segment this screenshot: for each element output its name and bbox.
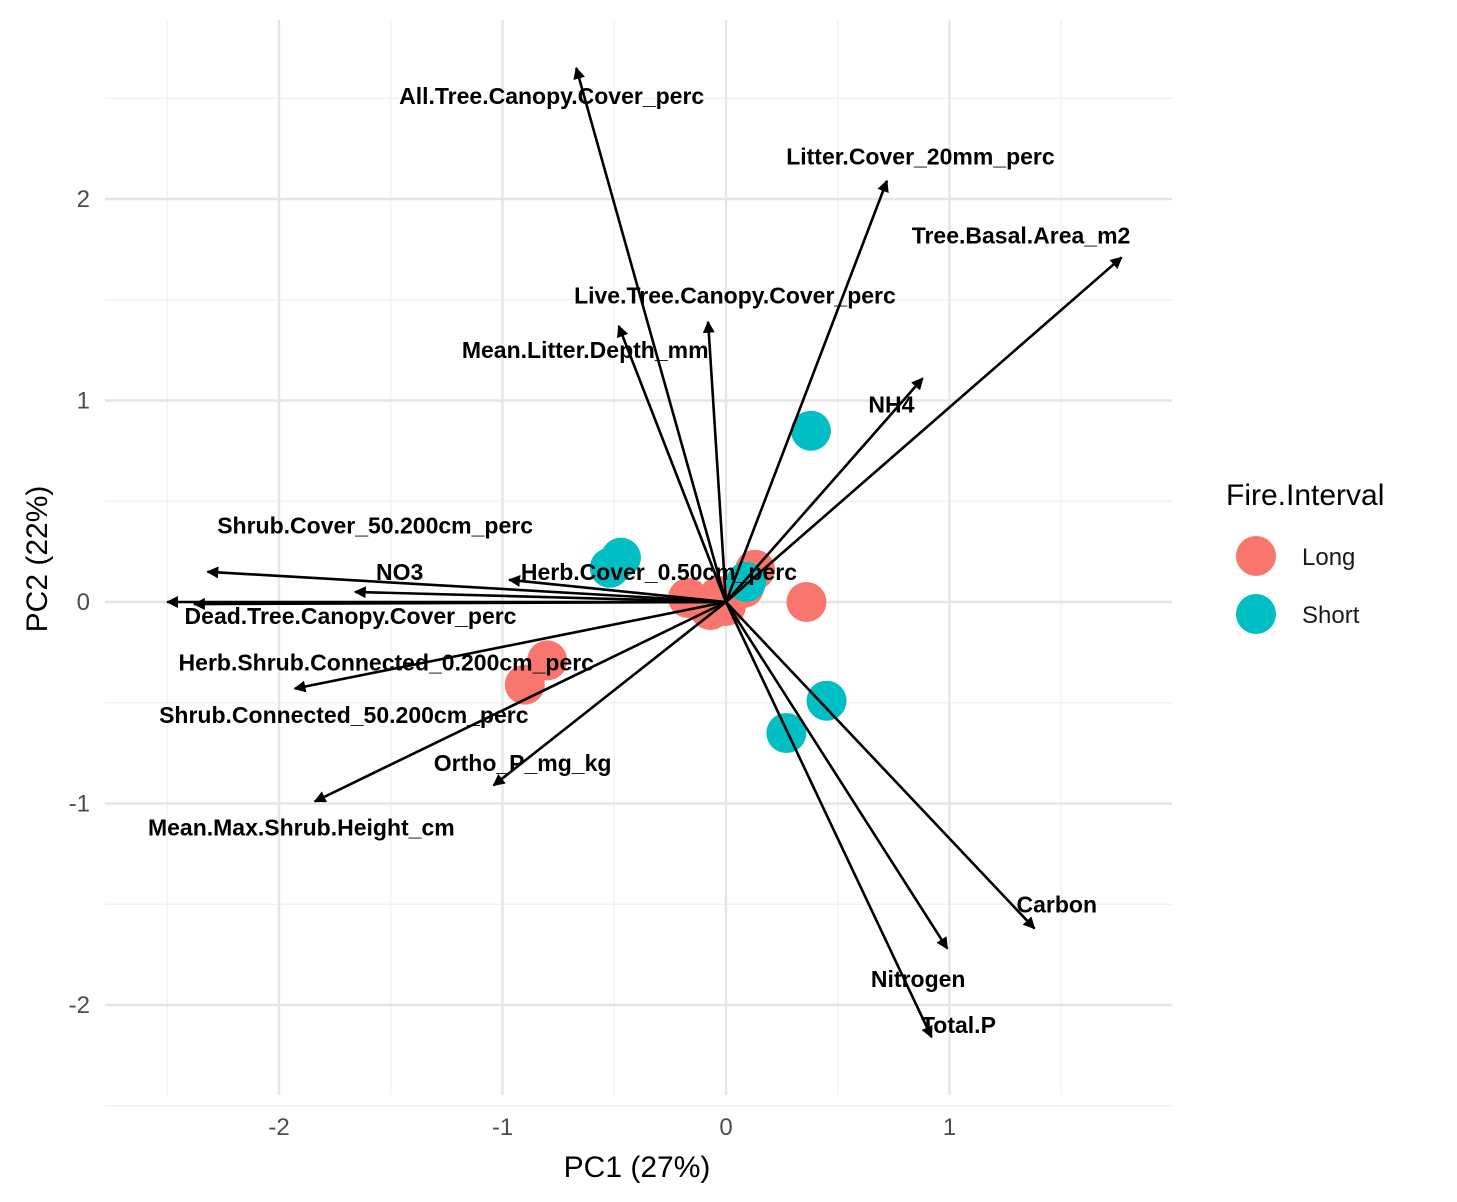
x-tick-label: 0 [719,1114,732,1141]
loading-arrow [206,566,727,604]
loading-label: Shrub.Connected_50.200cm_perc [159,702,529,728]
loading-arrow [313,600,727,803]
loading-label: Herb.Shrub.Connected_0.200cm_perc [179,649,595,675]
score-point-short [589,547,630,588]
x-axis-title: PC1 (27%) [564,1151,711,1184]
loading-label: Herb.Cover_0.50cm_perc [521,559,797,585]
loading-arrow [725,601,1036,930]
loading-label: Carbon [1017,891,1098,917]
y-tick-label: 0 [77,589,90,616]
loading-label: All.Tree.Canopy.Cover_perc [399,83,704,109]
loading-arrow [192,597,727,610]
loading-arrow [725,377,924,603]
score-point-short [790,410,831,451]
legend-label: Short [1302,602,1360,629]
score-point-long [786,582,827,622]
loading-label: Live.Tree.Canopy.Cover_perc [574,283,896,309]
y-axis-title: PC2 (22%) [21,486,54,633]
y-tick-label: 1 [77,388,90,415]
y-tick-label: 2 [77,186,90,213]
loading-label: Shrub.Cover_50.200cm_perc [217,512,533,538]
loading-arrow [508,574,727,604]
loading-label: Ortho_P_mg_kg [434,750,612,776]
loading-label: NH4 [868,392,914,418]
x-tick-label: 1 [943,1114,956,1141]
loading-arrow [492,600,727,787]
score-point-short [806,680,847,721]
legend: Fire.Interval Long Short [1226,479,1384,634]
legend-title: Fire.Interval [1226,479,1384,512]
loading-label: Mean.Litter.Depth_mm [462,337,709,363]
loading-arrow [725,256,1123,603]
y-tick-label: -1 [69,791,90,818]
score-point-short [766,712,807,753]
legend-label: Long [1302,544,1355,571]
loading-arrow [573,66,728,603]
loading-label: Dead.Tree.Canopy.Cover_perc [185,603,517,629]
y-axis-tick-labels: -2 -1 0 1 2 [69,186,90,1019]
loading-label: Nitrogen [871,966,966,992]
loading-label: Mean.Max.Shrub.Height_cm [148,815,455,841]
loading-labels: All.Tree.Canopy.Cover_perc Litter.Cover_2… [148,83,1130,1038]
loading-label: Litter.Cover_20mm_perc [786,144,1055,170]
loading-arrow [702,320,728,603]
loading-arrow [724,601,949,950]
legend-key-short [1236,594,1276,634]
x-axis-tick-labels: -2 -1 0 1 [268,1114,956,1141]
loading-arrow [293,600,727,693]
y-tick-label: -2 [69,992,90,1019]
x-tick-label: -2 [268,1114,289,1141]
x-tick-label: -1 [492,1114,513,1141]
loading-arrows [166,66,1123,1039]
loading-label: Total.P [921,1012,996,1038]
loading-arrow [617,324,728,603]
loading-arrow [724,601,933,1039]
legend-key-long [1236,536,1276,576]
loading-label: Tree.Basal.Area_m2 [912,222,1131,248]
loading-label: NO3 [376,559,423,585]
loading-arrow [353,586,727,604]
loading-arrow [724,179,889,603]
